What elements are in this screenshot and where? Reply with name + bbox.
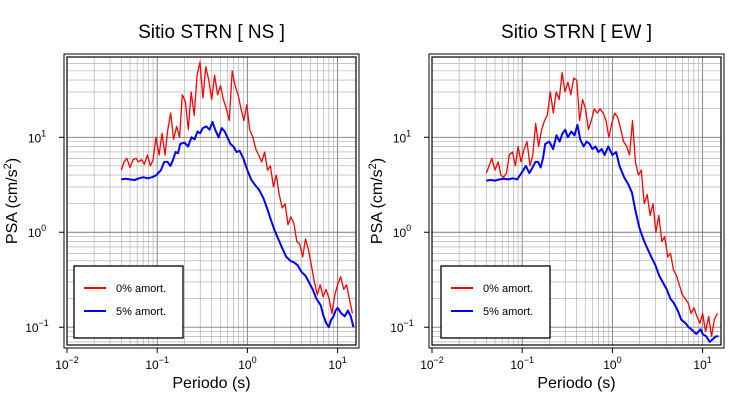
y-tick-label: 10−1 bbox=[390, 318, 414, 335]
x-tick-label: 101 bbox=[693, 355, 711, 372]
y-tick-label: 100 bbox=[393, 223, 411, 240]
plot-frame bbox=[66, 56, 357, 346]
chart-panel-1: Sitio STRN [ NS ] 10−2 10−1 100 101 10−1 100 10… bbox=[2, 22, 360, 392]
x-axis-label: Periodo (s) bbox=[172, 375, 250, 392]
legend-label: 0% amort. bbox=[483, 283, 533, 295]
x-axis-label: Periodo (s) bbox=[537, 375, 615, 392]
y-axis-label: PSA (cm/s2) bbox=[367, 158, 386, 244]
chart-panel-2: Sitio STRN [ EW ] 10−2 10−1 100 101 10−1 100 10… bbox=[367, 22, 725, 392]
y-tick-label: 101 bbox=[28, 128, 46, 145]
legend-label: 5% amort. bbox=[116, 306, 166, 318]
y-tick-label: 10−1 bbox=[25, 318, 49, 335]
plot-frame-outer bbox=[63, 53, 360, 349]
series-line-undamped bbox=[120, 61, 354, 315]
x-tick-label: 101 bbox=[328, 355, 346, 372]
legend: 0% amort. 5% amort. bbox=[73, 265, 184, 339]
x-tick-label: 100 bbox=[603, 355, 621, 372]
chart-title: Sitio STRN [ EW ] bbox=[501, 22, 652, 43]
plot-frame bbox=[431, 56, 722, 346]
x-tick-label: 10−1 bbox=[145, 355, 169, 372]
series-line-damped bbox=[486, 123, 719, 343]
legend-label: 0% amort. bbox=[116, 283, 166, 295]
x-tick-label: 10−2 bbox=[55, 355, 79, 372]
legend-box bbox=[73, 265, 184, 339]
y-tick-label: 101 bbox=[393, 128, 411, 145]
x-tick-label: 10−2 bbox=[420, 355, 444, 372]
plot-frame-outer bbox=[428, 53, 725, 349]
x-tick-label: 100 bbox=[238, 355, 256, 372]
legend: 0% amort. 5% amort. bbox=[440, 265, 551, 339]
chart-title: Sitio STRN [ NS ] bbox=[138, 22, 285, 43]
legend-label: 5% amort. bbox=[483, 306, 533, 318]
x-tick-label: 10−1 bbox=[510, 355, 534, 372]
y-axis-label: PSA (cm/s2) bbox=[2, 158, 21, 244]
legend-box bbox=[440, 265, 551, 339]
series-line-undamped bbox=[485, 71, 718, 338]
y-tick-label: 100 bbox=[28, 223, 46, 240]
series-line-damped bbox=[121, 120, 355, 329]
